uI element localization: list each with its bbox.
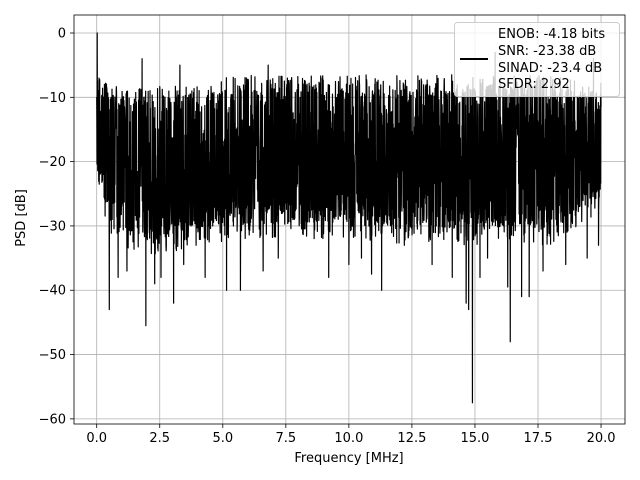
y-tick-label: −50 (39, 348, 66, 363)
axes (73, 14, 626, 425)
legend-line-sfdr: SFDR: 2.92 (498, 77, 570, 92)
y-tick-label: −20 (39, 155, 66, 170)
y-tick-label: −40 (39, 284, 66, 299)
ticks: 0.0 2.5 5.0 7.5 10.0 12.5 15.0 17.5 20.0 0 −10 −20 −… (39, 27, 616, 446)
legend-line-enob: ENOB: -4.18 bits (498, 27, 605, 42)
x-tick-label: 15.0 (460, 431, 489, 446)
y-tick-label: −30 (39, 219, 66, 234)
plot-frame (73, 14, 626, 425)
x-axis-label: Frequency [MHz] (294, 451, 403, 466)
x-tick-label: 0.0 (86, 431, 107, 446)
x-tick-label: 10.0 (334, 431, 363, 446)
y-axis-label: PSD [dB] (14, 189, 29, 247)
x-tick-label: 12.5 (397, 431, 426, 446)
legend: ENOB: -4.18 bits SNR: -23.38 dB SINAD: -… (454, 22, 620, 97)
x-tick-label: 7.5 (275, 431, 296, 446)
y-tick-label: 0 (58, 27, 66, 42)
legend-box (454, 22, 620, 97)
legend-line-snr: SNR: -23.38 dB (498, 44, 596, 59)
x-tick-label: 2.5 (149, 431, 170, 446)
y-tick-label: −10 (39, 91, 66, 106)
x-tick-label: 20.0 (587, 431, 616, 446)
y-tick-label: −60 (39, 412, 66, 427)
x-tick-label: 17.5 (524, 431, 553, 446)
legend-line-sinad: SINAD: -23.4 dB (498, 61, 602, 76)
x-tick-label: 5.0 (212, 431, 233, 446)
